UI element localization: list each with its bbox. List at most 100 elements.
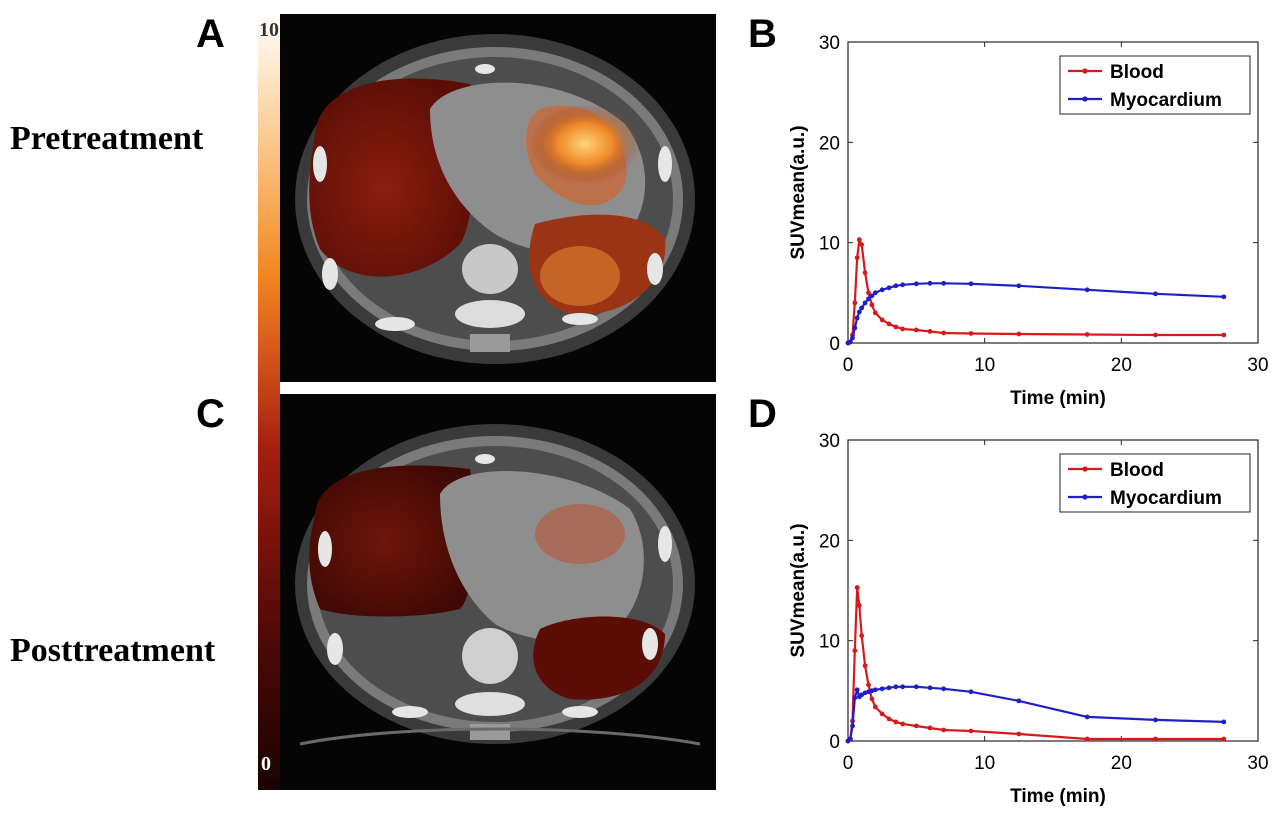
y-tick-label: 30: [819, 33, 840, 54]
x-tick-label: 20: [1111, 753, 1132, 774]
data-point-myocardium: [886, 685, 892, 691]
data-point-blood: [1221, 332, 1227, 338]
data-point-myocardium: [859, 305, 865, 311]
data-point-myocardium: [927, 685, 933, 691]
data-point-blood: [941, 330, 947, 336]
data-point-myocardium: [941, 280, 947, 286]
data-point-blood: [1016, 731, 1022, 737]
data-point-myocardium: [872, 687, 878, 693]
data-point-blood: [886, 716, 892, 722]
data-point-blood: [872, 704, 878, 710]
data-point-blood: [852, 300, 858, 306]
data-point-myocardium: [968, 689, 974, 695]
legend-marker-blood: [1082, 466, 1088, 472]
data-point-blood: [968, 728, 974, 734]
data-point-blood: [1084, 736, 1090, 742]
row-label-pretreatment: Pretreatment: [10, 120, 204, 157]
chart-d: 0 10 20 30 0 10 20 30 Time (min) SUVmean(a.u.) Blo…: [788, 431, 1269, 807]
data-point-blood: [866, 290, 871, 296]
data-point-blood: [900, 326, 906, 332]
data-point-myocardium: [856, 309, 862, 315]
data-point-myocardium: [872, 290, 878, 296]
data-point-myocardium: [854, 315, 860, 321]
data-point-blood: [872, 310, 878, 316]
panel-label-b: B: [748, 12, 777, 56]
data-point-myocardium: [862, 300, 868, 306]
x-tick-label: 30: [1247, 753, 1268, 774]
legend-box: [1059, 453, 1251, 513]
data-point-myocardium: [913, 684, 919, 690]
pet-ct-image-pretreatment: [280, 14, 716, 382]
data-point-myocardium: [1153, 717, 1158, 723]
data-point-myocardium: [913, 281, 919, 287]
data-point-myocardium: [852, 325, 858, 331]
x-tick-label: 20: [1111, 355, 1132, 376]
data-point-blood: [1153, 736, 1158, 742]
legend-entry-myocardium: Myocardium: [1110, 488, 1222, 509]
chart-b: 0 10 20 30 0 10 20 30 Time (min) SUVmean(a.u.) Blo…: [788, 33, 1269, 409]
y-axis-label: SUVmean(a.u.): [788, 125, 809, 259]
data-point-myocardium: [852, 695, 858, 701]
data-point-blood: [893, 719, 899, 725]
y-tick-label: 20: [819, 531, 840, 552]
colorbar-min-label: 0: [261, 753, 271, 775]
legend-marker-blood: [1082, 68, 1088, 74]
data-point-blood: [968, 331, 974, 336]
data-point-blood: [927, 725, 933, 731]
data-point-myocardium: [1084, 287, 1090, 293]
data-point-myocardium: [900, 684, 906, 690]
panel-label-c: C: [196, 392, 225, 436]
data-point-blood: [862, 270, 868, 276]
data-point-blood: [900, 721, 906, 727]
data-point-myocardium: [879, 287, 885, 293]
row-label-posttreatment: Posttreatment: [10, 632, 216, 669]
legend-entry-myocardium: Myocardium: [1110, 90, 1222, 111]
colorbar: [258, 12, 280, 790]
x-axis-label: Time (min): [1010, 786, 1106, 807]
legend-entry-blood: Blood: [1110, 460, 1164, 481]
data-point-blood: [913, 723, 919, 729]
data-point-blood: [852, 648, 858, 654]
data-point-blood: [856, 603, 862, 608]
data-point-myocardium: [1016, 698, 1022, 704]
legend-marker-myocardium: [1082, 494, 1088, 500]
data-point-blood: [927, 329, 933, 334]
colorbar-max-label: 10: [259, 19, 279, 41]
data-point-blood: [869, 696, 875, 702]
data-point-myocardium: [850, 723, 855, 729]
data-point-blood: [859, 633, 865, 639]
legend-box: [1059, 55, 1251, 115]
data-point-blood: [886, 321, 892, 327]
data-point-myocardium: [850, 335, 855, 341]
data-point-blood: [1153, 332, 1158, 338]
data-point-myocardium: [854, 687, 860, 693]
x-tick-label: 0: [843, 355, 854, 376]
y-tick-label: 10: [819, 234, 840, 255]
data-point-blood: [879, 711, 885, 717]
data-point-myocardium: [866, 296, 871, 302]
y-tick-label: 0: [829, 334, 840, 355]
panel-label-a: A: [196, 12, 225, 56]
y-tick-label: 30: [819, 431, 840, 452]
legend-marker-myocardium: [1082, 96, 1088, 102]
data-point-myocardium: [893, 684, 899, 690]
data-point-blood: [1221, 736, 1227, 742]
data-point-myocardium: [847, 736, 853, 742]
data-point-myocardium: [847, 339, 853, 345]
y-axis-label: SUVmean(a.u.): [788, 523, 809, 657]
pet-ct-pretreatment-drawing: [280, 14, 716, 382]
data-point-blood: [866, 682, 871, 688]
data-point-myocardium: [927, 280, 933, 286]
data-point-myocardium: [893, 283, 899, 289]
data-point-myocardium: [1221, 294, 1227, 300]
data-point-blood: [854, 255, 860, 261]
data-point-blood: [859, 242, 865, 248]
data-point-blood: [879, 317, 885, 323]
panel-label-d: D: [748, 392, 777, 436]
data-point-blood: [913, 327, 919, 333]
data-point-myocardium: [968, 281, 974, 287]
data-point-blood: [856, 237, 862, 243]
x-axis-label: Time (min): [1010, 388, 1106, 409]
data-point-blood: [1084, 332, 1090, 337]
